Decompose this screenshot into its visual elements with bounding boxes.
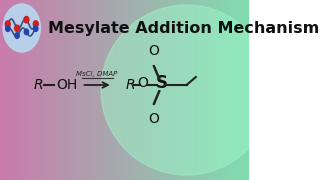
Text: O: O bbox=[148, 44, 159, 58]
Circle shape bbox=[24, 17, 29, 23]
Circle shape bbox=[5, 26, 10, 32]
Circle shape bbox=[33, 21, 38, 27]
Circle shape bbox=[24, 29, 28, 35]
Text: O: O bbox=[138, 76, 148, 90]
Text: MsCl, DMAP: MsCl, DMAP bbox=[76, 71, 118, 77]
Ellipse shape bbox=[101, 5, 272, 175]
Circle shape bbox=[5, 21, 10, 27]
Text: OH: OH bbox=[56, 78, 77, 92]
Circle shape bbox=[3, 4, 40, 52]
Text: R: R bbox=[34, 78, 44, 92]
Circle shape bbox=[15, 25, 20, 32]
Circle shape bbox=[34, 26, 38, 31]
Text: Mesylate Addition Mechanism: Mesylate Addition Mechanism bbox=[48, 21, 319, 35]
Circle shape bbox=[15, 33, 19, 38]
Text: R: R bbox=[126, 78, 135, 92]
Text: S: S bbox=[156, 74, 168, 92]
Text: O: O bbox=[148, 112, 159, 126]
